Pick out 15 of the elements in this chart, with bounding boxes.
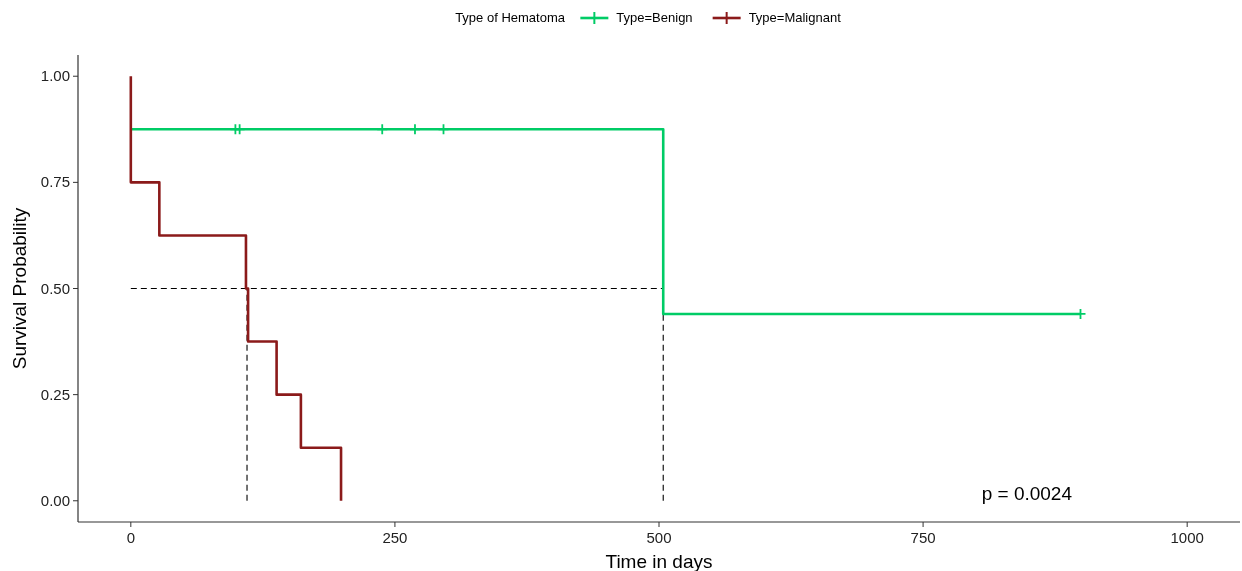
legend-label: Type=Benign: [616, 10, 693, 25]
y-tick-label: 0.50: [40, 279, 70, 297]
x-tick-label: 1000: [1170, 529, 1204, 546]
y-axis-title: Survival Probability: [9, 207, 30, 370]
x-tick-label: 0: [126, 529, 135, 546]
legend-title: Type of Hematoma: [455, 10, 566, 25]
y-tick-label: 0.75: [40, 173, 70, 191]
x-tick-label: 250: [382, 529, 408, 546]
x-tick-label: 500: [646, 529, 672, 546]
legend-label: Type=Malignant: [748, 10, 842, 25]
y-tick-label: 0.25: [40, 385, 70, 403]
x-tick-label: 750: [910, 529, 936, 546]
annotation: p = 0.0024: [981, 483, 1073, 504]
y-tick-label: 1.00: [40, 67, 70, 85]
y-tick-label: 0.00: [40, 491, 70, 509]
